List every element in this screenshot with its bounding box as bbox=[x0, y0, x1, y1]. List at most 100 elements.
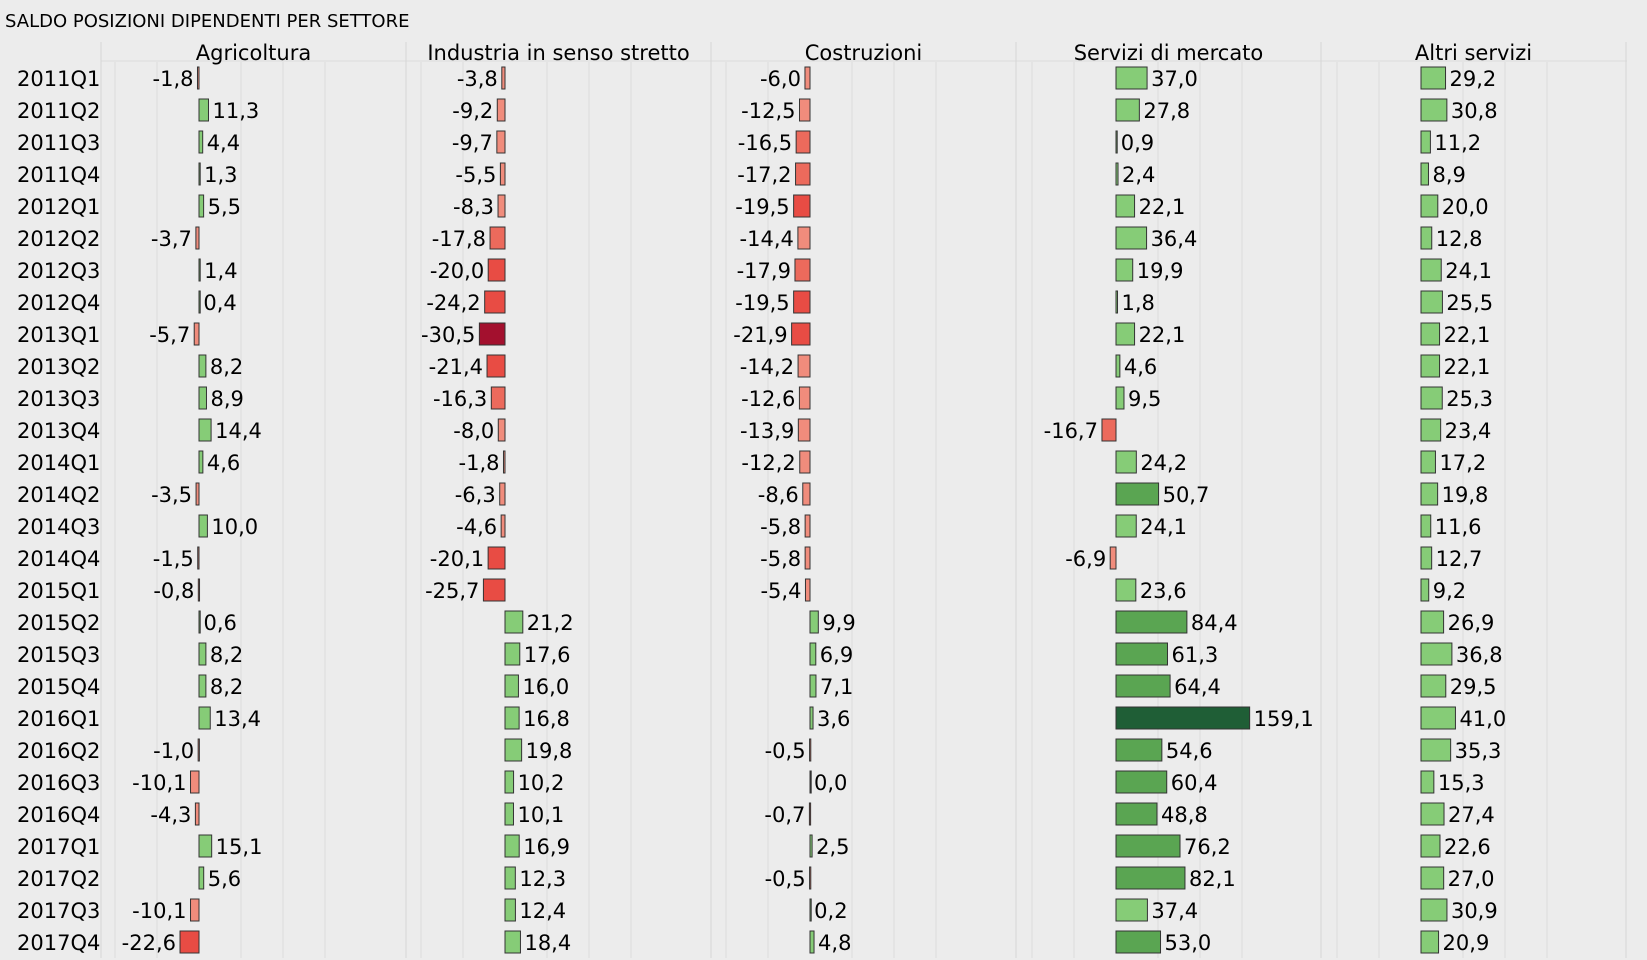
data-label: -0,7 bbox=[764, 803, 805, 827]
data-label: 8,9 bbox=[1432, 163, 1465, 187]
row-label: 2012Q3 bbox=[17, 259, 100, 283]
bar bbox=[1115, 930, 1162, 954]
data-label: 60,4 bbox=[1171, 771, 1218, 795]
bar bbox=[804, 578, 811, 602]
bar bbox=[1115, 610, 1188, 634]
data-label: 4,8 bbox=[818, 931, 851, 955]
data-label: 11,6 bbox=[1435, 515, 1482, 539]
data-label: 159,1 bbox=[1254, 707, 1314, 731]
bar bbox=[1115, 514, 1137, 538]
data-label: 9,2 bbox=[1433, 579, 1466, 603]
bar bbox=[1420, 738, 1452, 762]
data-label: 1,8 bbox=[1122, 291, 1155, 315]
bar bbox=[804, 66, 811, 90]
bar bbox=[487, 258, 506, 282]
data-label: -30,5 bbox=[421, 323, 475, 347]
data-label: -8,6 bbox=[758, 483, 799, 507]
bar bbox=[478, 322, 506, 346]
data-label: 29,2 bbox=[1450, 67, 1497, 91]
bar bbox=[1109, 546, 1117, 570]
data-label: -1,8 bbox=[459, 451, 500, 475]
bar bbox=[797, 354, 811, 378]
data-label: -5,8 bbox=[760, 547, 801, 571]
bar bbox=[809, 770, 812, 794]
bar bbox=[497, 194, 506, 218]
data-label: 19,8 bbox=[526, 739, 573, 763]
bar bbox=[799, 98, 811, 122]
row-label: 2016Q1 bbox=[17, 707, 100, 731]
bar bbox=[809, 898, 812, 922]
bar bbox=[504, 674, 519, 698]
data-label: 2,4 bbox=[1122, 163, 1155, 187]
data-label: 10,2 bbox=[518, 771, 565, 795]
bar bbox=[1115, 578, 1137, 602]
bar bbox=[1420, 194, 1439, 218]
data-label: 15,3 bbox=[1438, 771, 1485, 795]
bar bbox=[1420, 354, 1441, 378]
bar bbox=[1420, 322, 1441, 346]
bar bbox=[198, 674, 207, 698]
row-label: 2013Q4 bbox=[17, 419, 100, 443]
data-label: 24,1 bbox=[1140, 515, 1187, 539]
data-label: 53,0 bbox=[1165, 931, 1212, 955]
data-label: 16,9 bbox=[523, 835, 570, 859]
data-label: -0,5 bbox=[765, 867, 806, 891]
data-label: 36,8 bbox=[1456, 643, 1503, 667]
data-label: 26,9 bbox=[1448, 611, 1495, 635]
data-label: -19,5 bbox=[735, 291, 789, 315]
data-label: 4,4 bbox=[207, 131, 240, 155]
bar bbox=[809, 930, 815, 954]
data-label: 20,9 bbox=[1443, 931, 1490, 955]
bar bbox=[489, 226, 506, 250]
data-label: -4,6 bbox=[456, 515, 497, 539]
bar bbox=[1115, 738, 1163, 762]
column-header: Servizi di mercato bbox=[1074, 41, 1264, 65]
data-label: -20,0 bbox=[430, 259, 484, 283]
data-label: -16,3 bbox=[433, 387, 487, 411]
bar bbox=[809, 834, 813, 858]
bar bbox=[799, 450, 811, 474]
bar bbox=[198, 258, 201, 282]
bar bbox=[504, 706, 520, 730]
data-label: -14,2 bbox=[740, 355, 794, 379]
data-label: 22,1 bbox=[1139, 323, 1186, 347]
row-label: 2011Q4 bbox=[17, 163, 100, 187]
bar bbox=[504, 898, 516, 922]
data-label: 30,8 bbox=[1451, 99, 1498, 123]
bar bbox=[793, 290, 811, 314]
data-label: 29,5 bbox=[1450, 675, 1497, 699]
bar bbox=[190, 770, 200, 794]
data-label: 9,5 bbox=[1128, 387, 1161, 411]
row-label: 2012Q1 bbox=[17, 195, 100, 219]
bar bbox=[497, 418, 506, 442]
row-label: 2016Q4 bbox=[17, 803, 100, 827]
bar bbox=[193, 322, 200, 346]
data-label: -12,5 bbox=[741, 99, 795, 123]
bar bbox=[1420, 770, 1435, 794]
data-label: 19,8 bbox=[1442, 483, 1489, 507]
data-label: -9,2 bbox=[452, 99, 493, 123]
data-label: -8,0 bbox=[453, 419, 494, 443]
row-label: 2017Q1 bbox=[17, 835, 100, 859]
data-label: 27,4 bbox=[1448, 803, 1495, 827]
bar bbox=[1420, 866, 1445, 890]
bar bbox=[504, 930, 521, 954]
bar bbox=[499, 162, 506, 186]
bar bbox=[797, 226, 811, 250]
data-label: 10,1 bbox=[517, 803, 564, 827]
data-label: 24,2 bbox=[1140, 451, 1187, 475]
data-label: 12,4 bbox=[519, 899, 566, 923]
row-label: 2014Q4 bbox=[17, 547, 100, 571]
bar bbox=[504, 738, 523, 762]
bar bbox=[195, 482, 200, 506]
data-label: -8,3 bbox=[453, 195, 494, 219]
data-label: 10,0 bbox=[211, 515, 258, 539]
data-label: -5,4 bbox=[760, 579, 801, 603]
bar bbox=[1420, 802, 1445, 826]
data-label: -24,2 bbox=[426, 291, 480, 315]
data-label: 0,2 bbox=[814, 899, 847, 923]
bar bbox=[1420, 450, 1436, 474]
data-label: 20,0 bbox=[1442, 195, 1489, 219]
bar bbox=[804, 546, 811, 570]
data-label: 23,6 bbox=[1140, 579, 1187, 603]
